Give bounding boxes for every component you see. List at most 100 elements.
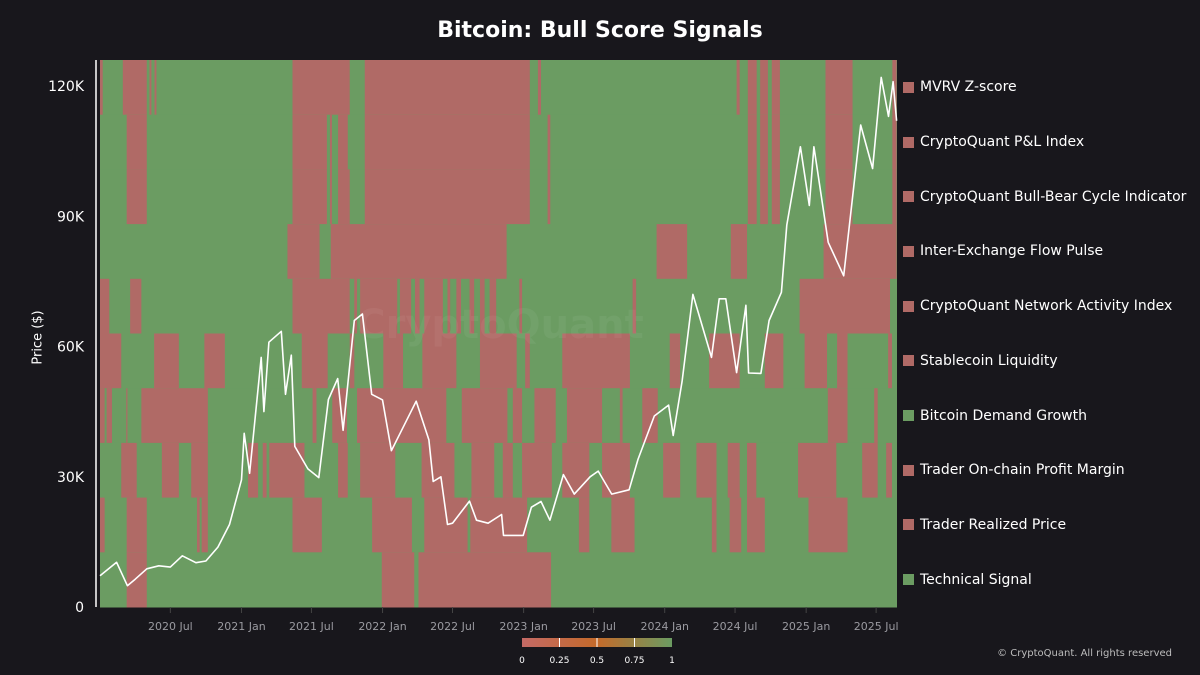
heatmap-cells xyxy=(100,60,897,608)
heatmap-cell xyxy=(100,278,110,334)
legend-label: Bitcoin Demand Growth xyxy=(920,407,1087,424)
legend-item[interactable]: Trader Realized Price xyxy=(903,515,1066,535)
x-tick-label: 2025 Jan xyxy=(782,620,830,633)
heatmap-cell xyxy=(301,333,328,389)
legend-label: CryptoQuant P&L Index xyxy=(920,134,1085,151)
heatmap-cell xyxy=(121,442,137,499)
heatmap-cell xyxy=(154,60,157,116)
heatmap-cell xyxy=(197,497,200,553)
heatmap-cell xyxy=(519,278,523,334)
heatmap-cell xyxy=(727,442,740,499)
heatmap-cell xyxy=(141,388,208,444)
colorbar-tick-label: 0.5 xyxy=(590,656,604,666)
heatmap-cell xyxy=(825,60,853,116)
price-line xyxy=(99,76,898,587)
heatmap-cell xyxy=(424,497,468,553)
colorbar: 0 0.25 0.5 0.75 1 xyxy=(519,638,675,666)
heatmap-cell xyxy=(799,278,891,334)
heatmap-cell xyxy=(711,497,717,553)
heatmap-cell xyxy=(736,60,740,116)
heatmap-cell xyxy=(479,333,517,389)
legend-item[interactable]: Inter-Exchange Flow Pulse xyxy=(903,241,1103,261)
x-axis-ticks: 2020 Jul 2021 Jan 2021 Jul 2022 Jan 2022 Jul… xyxy=(148,607,899,633)
heatmap-cell xyxy=(512,388,523,444)
heatmap-row-7 xyxy=(100,442,897,499)
legend-item[interactable]: MVRV Z-score xyxy=(903,77,1017,97)
x-tick-label: 2023 Jan xyxy=(499,620,547,633)
x-tick-label: 2023 Jul xyxy=(571,620,616,633)
heatmap-cell xyxy=(547,169,551,225)
heatmap-cell xyxy=(364,169,530,225)
heatmap-cell xyxy=(892,169,897,225)
heatmap-cell xyxy=(100,497,105,553)
heatmap-cell xyxy=(126,114,147,170)
heatmap-cell xyxy=(364,114,530,170)
legend-item[interactable]: Trader On-chain Profit Margin xyxy=(903,460,1125,480)
heatmap-cell xyxy=(354,278,358,334)
legend-item[interactable]: Stablecoin Liquidity xyxy=(903,351,1058,371)
heatmap-cell xyxy=(888,333,892,389)
heatmap-cell xyxy=(479,278,485,334)
heatmap-cell xyxy=(292,278,350,334)
watermark: CryptoQuant xyxy=(356,302,643,348)
heatmap-cell xyxy=(663,442,681,499)
heatmap-cell xyxy=(642,388,658,444)
heatmap-cell xyxy=(874,388,878,444)
heatmap-cell xyxy=(730,224,748,280)
heatmap-cell xyxy=(126,497,147,553)
legend-item[interactable]: Bitcoin Demand Growth xyxy=(903,406,1087,426)
heatmap-cell xyxy=(632,278,637,334)
heatmap-cell xyxy=(100,60,103,116)
heatmap-cell xyxy=(330,224,507,280)
heatmap-cell xyxy=(502,442,513,499)
heatmap-cell xyxy=(149,60,152,116)
heatmap-cell xyxy=(329,114,332,170)
legend-item[interactable]: CryptoQuant Network Activity Index xyxy=(903,296,1172,316)
x-tick-label: 2025 Jul xyxy=(854,620,899,633)
heatmap-cell xyxy=(422,333,457,389)
heatmap-cell xyxy=(747,60,757,116)
heatmap-cell xyxy=(191,442,208,499)
heatmap-cell xyxy=(825,169,853,225)
heatmap-cell xyxy=(421,442,455,499)
heatmap-cell xyxy=(126,169,147,225)
legend-label: CryptoQuant Bull-Bear Cycle Indicator xyxy=(920,188,1187,205)
legend-item[interactable]: CryptoQuant Bull-Bear Cycle Indicator xyxy=(903,187,1186,207)
legend-swatch xyxy=(903,300,914,312)
heatmap-cell xyxy=(771,169,780,225)
y-axis-ticks: 0 30K 60K 90K 120K xyxy=(48,79,85,616)
legend-label: Stablecoin Liquidity xyxy=(920,352,1058,369)
heatmap-cell xyxy=(399,278,412,334)
heatmap-cell xyxy=(760,60,768,116)
chart-title: Bitcoin: Bull Score Signals xyxy=(437,18,763,43)
heatmap-cell xyxy=(808,497,848,553)
colorbar-tick-label: 0.75 xyxy=(624,656,644,666)
heatmap-cell xyxy=(154,333,179,389)
colorbar-tick-label: 0 xyxy=(519,656,525,666)
legend-label: Trader On-chain Profit Margin xyxy=(920,462,1125,479)
legend-item[interactable]: Technical Signal xyxy=(903,570,1032,590)
heatmap-cell xyxy=(312,388,317,444)
legend-swatch xyxy=(903,574,914,586)
heatmap-cell xyxy=(122,60,147,116)
heatmap-cell xyxy=(126,388,128,444)
heatmap-cell xyxy=(602,442,630,499)
heatmap-cell xyxy=(547,114,551,170)
legend-swatch xyxy=(903,355,914,367)
legend-item[interactable]: CryptoQuant P&L Index xyxy=(903,132,1084,152)
x-tick-label: 2022 Jul xyxy=(430,620,475,633)
copyright-text: © CryptoQuant. All rights reserved xyxy=(997,648,1172,659)
legend-label: CryptoQuant Network Activity Index xyxy=(920,298,1173,315)
heatmap-cell xyxy=(100,388,105,444)
legend-swatch xyxy=(903,136,914,148)
x-tick-label: 2022 Jan xyxy=(358,620,406,633)
colorbar-tick-label: 0.25 xyxy=(549,656,569,666)
heatmap-cell xyxy=(357,388,447,444)
heatmap-cell xyxy=(764,333,784,389)
heatmap-cell xyxy=(372,497,412,553)
heatmap-cell xyxy=(798,442,837,499)
heatmap-cell xyxy=(248,442,259,499)
heatmap-cell xyxy=(696,442,717,499)
legend-label: Inter-Exchange Flow Pulse xyxy=(920,243,1104,260)
